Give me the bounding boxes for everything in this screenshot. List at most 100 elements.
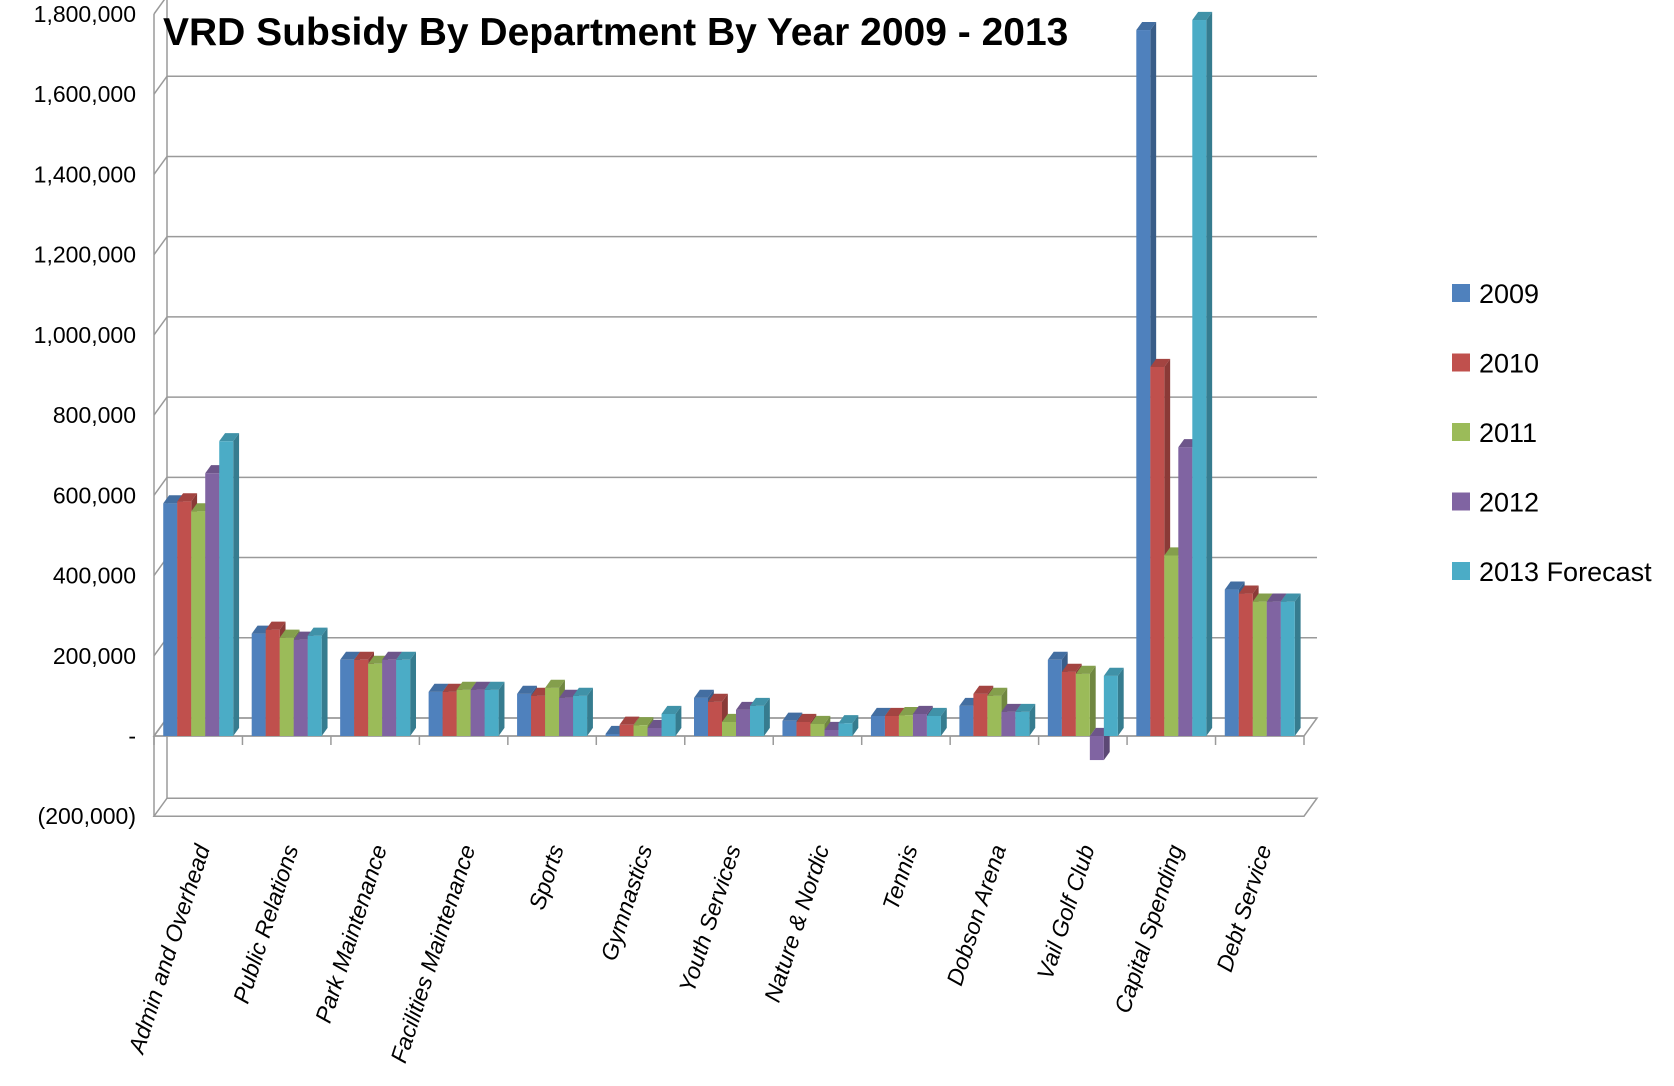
- bar-side: [1294, 593, 1301, 736]
- bar: [307, 627, 328, 736]
- gridline-side: [153, 75, 168, 95]
- gridline-side: [153, 476, 168, 496]
- legend-swatch: [1452, 284, 1470, 302]
- y-tick-label: 1,800,000: [34, 1, 136, 27]
- bar-front: [340, 659, 355, 736]
- bar: [661, 705, 682, 736]
- bar-top: [708, 693, 728, 702]
- bar-front: [484, 689, 499, 736]
- x-tick-label: Park Maintenance: [310, 842, 392, 1026]
- bar-front: [1075, 673, 1090, 736]
- y-tick-label: 1,400,000: [34, 161, 136, 187]
- bar-front: [354, 659, 369, 736]
- bar-front: [470, 689, 485, 736]
- bar-front: [619, 724, 634, 736]
- bar-front: [307, 635, 322, 736]
- bar-top: [307, 627, 328, 636]
- bar-front: [782, 720, 797, 736]
- bar-top: [619, 716, 640, 725]
- bar: [1015, 703, 1036, 736]
- bar-side: [321, 627, 328, 736]
- bar: [838, 715, 859, 736]
- bar-front: [1164, 555, 1179, 736]
- bar: [1103, 667, 1124, 736]
- bar: [1280, 593, 1301, 736]
- bar-front: [279, 637, 294, 736]
- legend-item: 2012: [1452, 488, 1539, 518]
- bar: [1192, 11, 1213, 737]
- bar-top: [694, 689, 714, 698]
- bar-front: [1061, 671, 1076, 736]
- bar-front: [1238, 593, 1253, 736]
- bar-side: [1029, 703, 1036, 736]
- bar-front: [838, 723, 853, 736]
- bar-side: [852, 715, 859, 736]
- bar: [484, 681, 505, 736]
- bar-front: [1224, 589, 1239, 736]
- bar-front: [1192, 20, 1207, 737]
- y-tick-label: 600,000: [53, 482, 136, 508]
- bar-top: [870, 707, 891, 716]
- bar-top: [265, 621, 286, 630]
- bar-side: [1206, 11, 1213, 736]
- bar-front: [251, 633, 266, 736]
- bar-top: [340, 651, 361, 660]
- bar-top: [1075, 665, 1096, 674]
- bar-front: [959, 705, 974, 736]
- bar-side: [675, 705, 682, 736]
- bar-top: [912, 705, 933, 714]
- y-tick-label: 800,000: [53, 402, 136, 428]
- bar-top: [782, 712, 803, 721]
- bar-top: [354, 651, 375, 660]
- bar-top: [973, 685, 994, 694]
- x-tick-labels: Admin and Overhead Public Relations Park M…: [122, 840, 1276, 1066]
- bar-top: [470, 681, 491, 690]
- bar: [219, 433, 240, 736]
- bar-top: [177, 493, 198, 502]
- x-tick-label: Capital Spending: [1109, 841, 1188, 1016]
- bar-front: [647, 727, 662, 736]
- bar-top: [1252, 593, 1273, 602]
- bar-front: [810, 723, 825, 736]
- bar-front: [1047, 659, 1062, 736]
- gridline-side: [153, 396, 168, 416]
- bar-top: [838, 715, 859, 724]
- bars-layer: [163, 11, 1301, 761]
- legend-label: 2012: [1479, 488, 1539, 518]
- bar-top: [545, 679, 565, 688]
- bar-front: [265, 629, 280, 736]
- x-tick-label: Debt Service: [1211, 842, 1276, 975]
- bar-front: [1252, 601, 1267, 736]
- bar-top: [573, 687, 593, 696]
- bar-front: [1136, 30, 1151, 737]
- bar: [396, 651, 417, 736]
- bar-front: [633, 725, 648, 736]
- bar-top: [810, 715, 831, 724]
- bar-top: [1266, 593, 1287, 602]
- bar-side: [1089, 665, 1096, 736]
- bar-top: [987, 687, 1008, 696]
- bar-side: [233, 433, 240, 736]
- bar-front: [870, 715, 885, 736]
- bar-front: [177, 501, 192, 736]
- y-tick-label: 1,200,000: [34, 242, 136, 268]
- bar-front: [736, 709, 750, 736]
- gridline-side: [153, 0, 166, 15]
- bar-front: [884, 715, 899, 736]
- bar-top: [484, 681, 505, 690]
- bar-top: [926, 707, 947, 716]
- negative-floor-frame: [152, 797, 1319, 817]
- bar: [926, 707, 947, 736]
- bar-front: [722, 721, 736, 736]
- bar-top: [279, 629, 300, 638]
- legend-swatch: [1452, 562, 1470, 580]
- y-tick-label: 1,000,000: [34, 322, 136, 348]
- bar-top: [382, 651, 403, 660]
- bar-front: [1103, 675, 1118, 736]
- bar-front: [517, 693, 532, 736]
- bar-front: [1280, 601, 1295, 736]
- x-tick-label: Vail Golf Club: [1032, 841, 1100, 982]
- bar-side: [940, 707, 947, 736]
- bar-front: [926, 715, 941, 736]
